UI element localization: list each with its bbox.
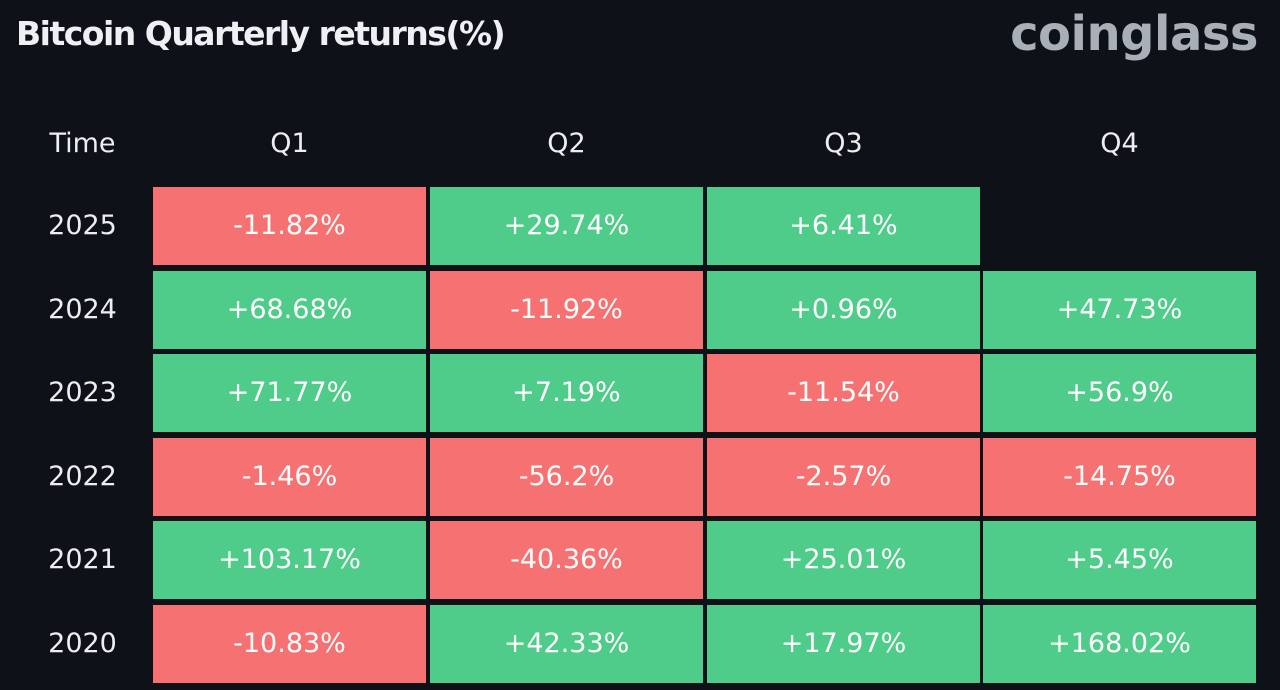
cell-2020-q1: -10.83% [153,605,426,683]
cell-2022-q2: -56.2% [430,438,703,516]
column-header-q1: Q1 [270,128,309,159]
cell-2021-q4: +5.45% [983,521,1256,599]
cell-2022-q4: -14.75% [983,438,1256,516]
cell-2020-q3: +17.97% [707,605,980,683]
row-label-2025: 2025 [48,210,117,241]
chart-title: Bitcoin Quarterly returns(%) [16,14,506,53]
cell-2021-q3: +25.01% [707,521,980,599]
cell-2024-q1: +68.68% [153,271,426,349]
cell-2023-q4: +56.9% [983,354,1256,432]
row-label-2020: 2020 [48,628,117,659]
cell-2021-q2: -40.36% [430,521,703,599]
row-label-2024: 2024 [48,294,117,325]
cell-2023-q1: +71.77% [153,354,426,432]
column-header-q2: Q2 [547,128,586,159]
cell-2023-q2: +7.19% [430,354,703,432]
column-header-q3: Q3 [824,128,863,159]
cell-2024-q3: +0.96% [707,271,980,349]
cell-2021-q1: +103.17% [153,521,426,599]
coinglass-logo: coinglass [1010,6,1258,62]
row-label-2021: 2021 [48,544,117,575]
cell-2024-q2: -11.92% [430,271,703,349]
cell-2024-q4: +47.73% [983,271,1256,349]
column-header-q4: Q4 [1100,128,1139,159]
cell-2025-q2: +29.74% [430,187,703,265]
cell-2023-q3: -11.54% [707,354,980,432]
cell-2020-q2: +42.33% [430,605,703,683]
cell-2022-q3: -2.57% [707,438,980,516]
cell-2025-q1: -11.82% [153,187,426,265]
row-label-2023: 2023 [48,377,117,408]
cell-2025-q3: +6.41% [707,187,980,265]
cell-2020-q4: +168.02% [983,605,1256,683]
row-label-2022: 2022 [48,461,117,492]
column-header-time: Time [49,128,116,159]
cell-2022-q1: -1.46% [153,438,426,516]
